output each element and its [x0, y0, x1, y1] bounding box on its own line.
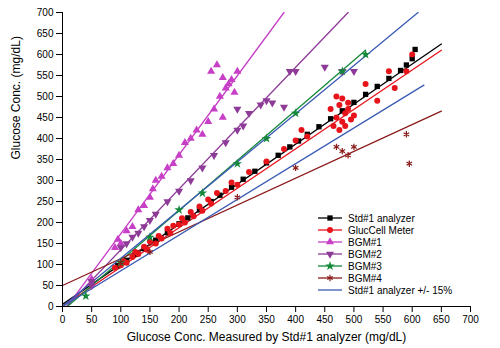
svg-text:300: 300 [37, 175, 54, 186]
svg-text:650: 650 [37, 28, 54, 39]
svg-text:400: 400 [37, 133, 54, 144]
svg-text:BGM#1: BGM#1 [348, 237, 382, 248]
svg-text:Std#1 analyzer: Std#1 analyzer [348, 213, 415, 224]
svg-text:300: 300 [229, 314, 246, 325]
svg-text:100: 100 [112, 314, 129, 325]
svg-text:550: 550 [37, 70, 54, 81]
svg-text:50: 50 [42, 280, 54, 291]
svg-text:BGM#3: BGM#3 [348, 261, 382, 272]
svg-text:250: 250 [200, 314, 217, 325]
svg-text:BGM#2: BGM#2 [348, 249, 382, 260]
svg-text:0: 0 [48, 301, 54, 312]
svg-text:600: 600 [404, 314, 421, 325]
svg-text:50: 50 [86, 314, 98, 325]
svg-text:250: 250 [37, 196, 54, 207]
svg-text:350: 350 [37, 154, 54, 165]
svg-text:150: 150 [142, 314, 159, 325]
svg-text:100: 100 [37, 259, 54, 270]
svg-text:Std#1 analyzer +/- 15%: Std#1 analyzer +/- 15% [348, 285, 452, 296]
svg-text:650: 650 [433, 314, 450, 325]
svg-text:700: 700 [462, 314, 479, 325]
svg-text:BGM#4: BGM#4 [348, 273, 382, 284]
svg-text:500: 500 [346, 314, 363, 325]
svg-text:600: 600 [37, 49, 54, 60]
svg-text:700: 700 [37, 7, 54, 18]
svg-text:450: 450 [316, 314, 333, 325]
svg-text:150: 150 [37, 238, 54, 249]
svg-text:200: 200 [37, 217, 54, 228]
svg-text:Glucose Conc. (mg/dL): Glucose Conc. (mg/dL) [9, 36, 23, 159]
svg-text:200: 200 [171, 314, 188, 325]
svg-text:400: 400 [287, 314, 304, 325]
svg-text:350: 350 [258, 314, 275, 325]
svg-text:550: 550 [375, 314, 392, 325]
svg-text:Glucose Conc. Measured by Std#: Glucose Conc. Measured by Std#1 analyzer… [127, 330, 406, 344]
svg-text:500: 500 [37, 91, 54, 102]
svg-text:GlucCell Meter: GlucCell Meter [348, 225, 415, 236]
svg-text:450: 450 [37, 112, 54, 123]
svg-text:0: 0 [60, 314, 66, 325]
